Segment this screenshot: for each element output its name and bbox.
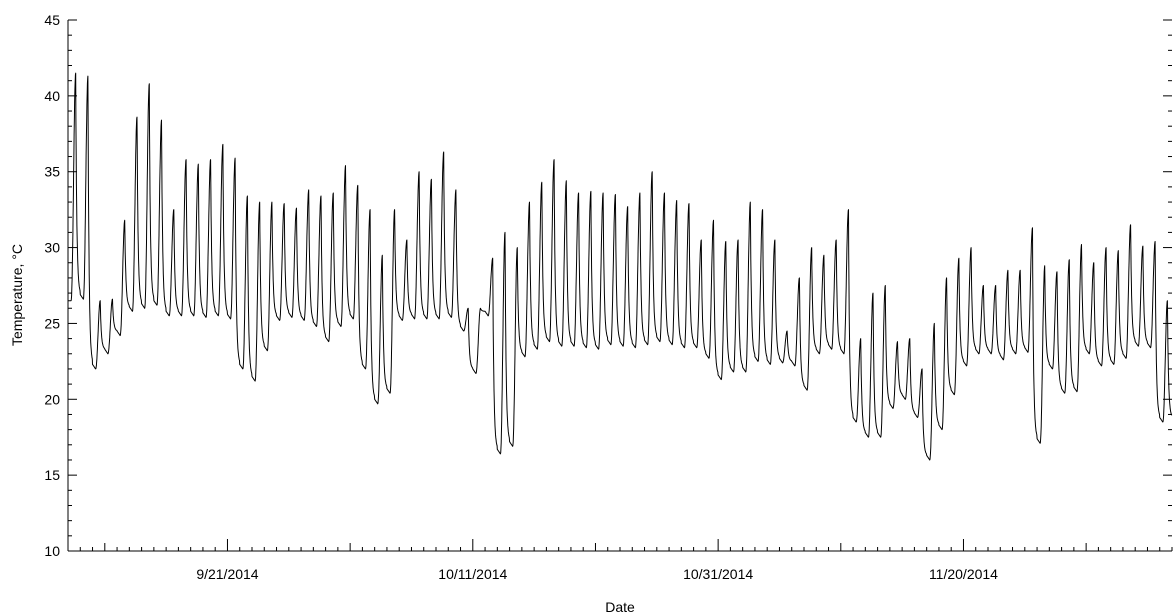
x-tick-label: 11/20/2014 [929, 566, 998, 582]
x-tick-label: 9/21/2014 [196, 566, 258, 582]
y-tick-label: 15 [44, 467, 60, 483]
x-axis-ticks: 9/21/2014 10/11/2014 10/31/2014 11/20/2014 [67, 539, 1173, 582]
x-tick-label: 10/31/2014 [683, 566, 753, 582]
x-tick-label: 10/11/2014 [438, 566, 507, 582]
y-tick-label: 35 [44, 164, 60, 180]
y-tick-label: 10 [44, 543, 60, 559]
temperature-series-line [67, 72, 1173, 461]
y-tick-label: 45 [44, 12, 60, 28]
x-axis-title: Date [605, 599, 635, 615]
y-tick-label: 40 [44, 88, 60, 104]
y-tick-label: 20 [44, 391, 60, 407]
y-axis-title: Temperature, °C [9, 244, 25, 346]
y-tick-label: 25 [44, 315, 60, 331]
y-axis-ticks: 10 15 20 25 30 35 40 45 [44, 12, 1172, 559]
y-tick-label: 30 [44, 240, 60, 256]
